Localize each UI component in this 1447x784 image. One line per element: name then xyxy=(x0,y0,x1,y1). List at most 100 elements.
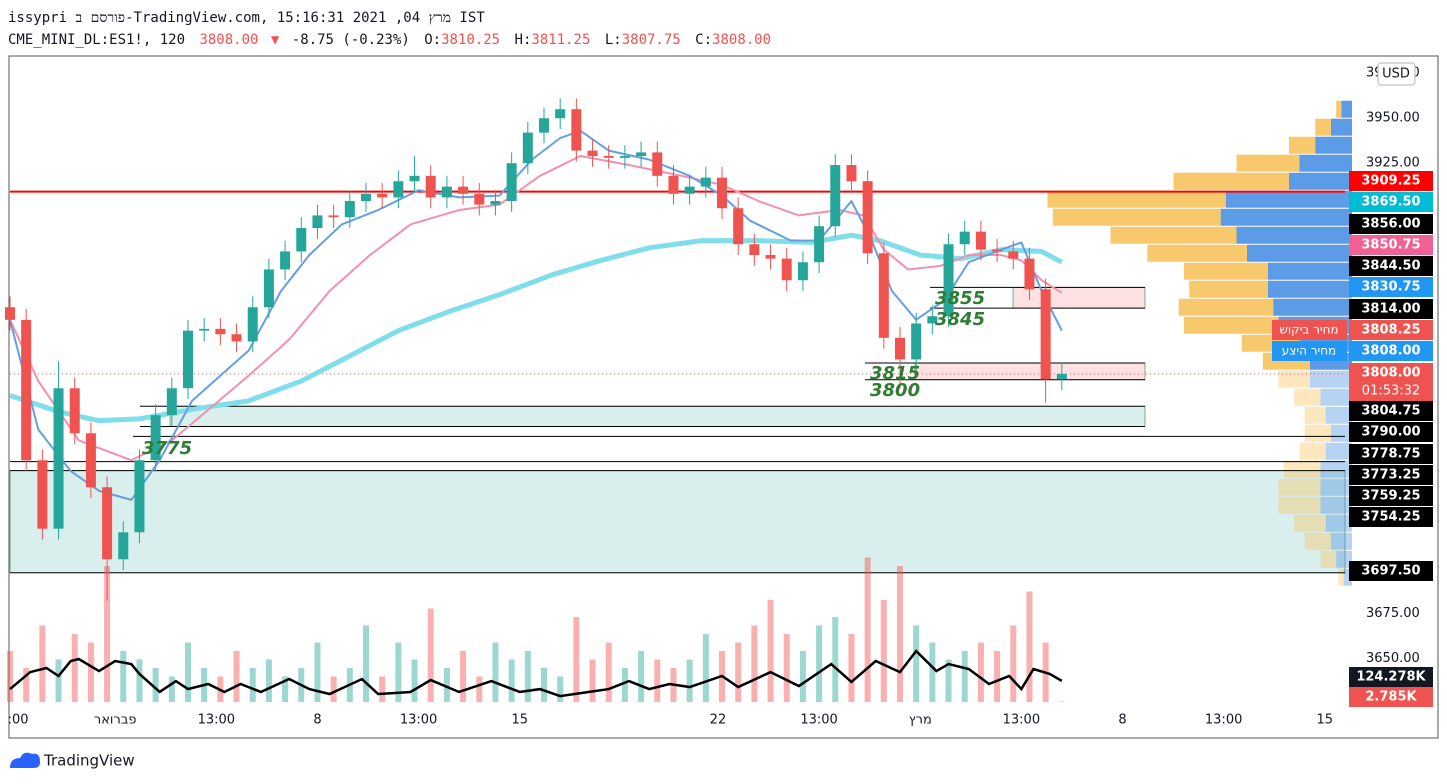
volume-bar xyxy=(994,651,1001,702)
volume-bar xyxy=(23,668,30,702)
price-badge-label: 3754.25 xyxy=(1361,510,1420,525)
x-tick-label: 13:00 xyxy=(400,713,437,728)
symbol-line: CME_MINI_DL:ES1!, 120 3808.00 ▼ -8.75 (-… xyxy=(8,32,771,48)
volume-bar xyxy=(460,651,467,702)
price-badge xyxy=(1349,192,1433,212)
profile-down xyxy=(1247,244,1352,262)
candle-body xyxy=(1040,289,1051,380)
x-tick-label: מרץ xyxy=(909,713,932,728)
candle-body xyxy=(21,319,32,461)
price-badge-label: 3759.25 xyxy=(1361,489,1420,504)
ohlc-value: 3811.25 xyxy=(531,32,590,48)
candle-body xyxy=(814,226,825,263)
profile-up xyxy=(1320,550,1337,568)
candle-body xyxy=(361,193,371,202)
candle-body xyxy=(377,193,388,198)
candle-body xyxy=(134,460,145,533)
price-badge xyxy=(1349,341,1433,361)
volume-bar xyxy=(702,634,709,702)
volume-bar xyxy=(767,600,774,702)
profile-up xyxy=(1289,136,1316,154)
volume-bar xyxy=(185,642,191,702)
annotation: 3815 xyxy=(870,363,920,384)
volume-bar xyxy=(880,600,887,702)
volume-bar xyxy=(783,634,790,702)
ohlc-value: 3807.75 xyxy=(622,32,681,48)
volume-bar xyxy=(524,651,531,702)
candle-body xyxy=(749,244,760,256)
candle-body xyxy=(344,201,355,218)
profile-down xyxy=(1299,154,1352,172)
countdown: 01:53:32 xyxy=(1362,384,1420,399)
price-badge-label: 3697.50 xyxy=(1361,564,1420,579)
volume-bar xyxy=(1026,591,1033,702)
candle-body xyxy=(797,262,808,281)
zone xyxy=(1012,287,1146,309)
candle-body xyxy=(312,215,323,229)
volume-bar xyxy=(541,668,547,702)
y-tick-label: 3675.00 xyxy=(1366,606,1420,621)
price-badge xyxy=(1349,422,1433,442)
volume-bar xyxy=(265,659,272,702)
logo-icon xyxy=(10,752,40,768)
volume-bar xyxy=(816,625,823,702)
candle-body xyxy=(943,244,954,317)
profile-up xyxy=(1294,514,1326,532)
volume-bar xyxy=(87,642,94,702)
annotation: 3775 xyxy=(142,438,192,459)
price-badge-label: 3856.00 xyxy=(1361,217,1420,232)
candle-body xyxy=(765,255,776,259)
x-tick-label: 8 xyxy=(313,713,321,728)
x-tick-label: 22 xyxy=(710,713,727,728)
profile-down xyxy=(1331,532,1352,550)
profile-down xyxy=(1336,550,1352,568)
x-tick-label: 15 xyxy=(511,713,528,728)
candle-body xyxy=(118,532,129,560)
last-price: 3808.00 xyxy=(199,32,258,48)
profile-up xyxy=(1304,532,1331,550)
annotation: 3855 xyxy=(935,288,985,309)
volume-bar xyxy=(897,566,903,702)
x-tick-label: 13:00 xyxy=(1003,713,1040,728)
candle-body xyxy=(474,193,485,205)
ohlc-label: O: xyxy=(424,32,441,48)
price-badge-label: 3808.00 xyxy=(1361,366,1420,381)
candle-body xyxy=(183,330,193,389)
candle-body xyxy=(166,388,177,416)
volume-bar xyxy=(573,617,580,702)
profile-up xyxy=(1338,568,1344,586)
candle-body xyxy=(69,388,80,434)
volume-bar xyxy=(476,676,483,702)
candle-body xyxy=(425,175,436,198)
price-badge xyxy=(1349,363,1433,401)
volume-bar xyxy=(799,651,806,702)
volume-bar xyxy=(55,659,62,702)
profile-down xyxy=(1331,118,1352,136)
price-badge xyxy=(1349,214,1433,234)
candle-body xyxy=(895,337,905,360)
volume-bar xyxy=(39,625,46,702)
ohlc-value: 3810.25 xyxy=(441,32,500,48)
candle-body xyxy=(636,152,647,157)
profile-up xyxy=(1173,172,1289,190)
candle-body xyxy=(1024,258,1035,290)
profile-down xyxy=(1273,298,1352,316)
profile-down xyxy=(1268,280,1352,298)
change: -8.75 (-0.23%) xyxy=(292,32,410,48)
volume-bar xyxy=(168,676,175,702)
price-badge xyxy=(1349,256,1433,276)
volume-ma xyxy=(9,649,1063,698)
profile-up xyxy=(1110,226,1237,244)
volume-bar xyxy=(864,557,871,702)
price-axis: :00 פברואר 13:00 8 13:00 15 22 13:00 מרץ 13:00 8 13… xyxy=(8,62,1433,728)
price-badge-label: 3773.25 xyxy=(1361,468,1420,483)
volume-bar xyxy=(104,566,111,702)
candle-body xyxy=(522,132,533,164)
price-badge xyxy=(1349,444,1433,464)
ohlc-label: C: xyxy=(695,32,712,48)
profile-down xyxy=(1331,424,1352,442)
volume-bar xyxy=(363,625,369,702)
volume-bar xyxy=(71,634,78,702)
volume-bar xyxy=(249,668,256,702)
candle-body xyxy=(862,181,873,254)
